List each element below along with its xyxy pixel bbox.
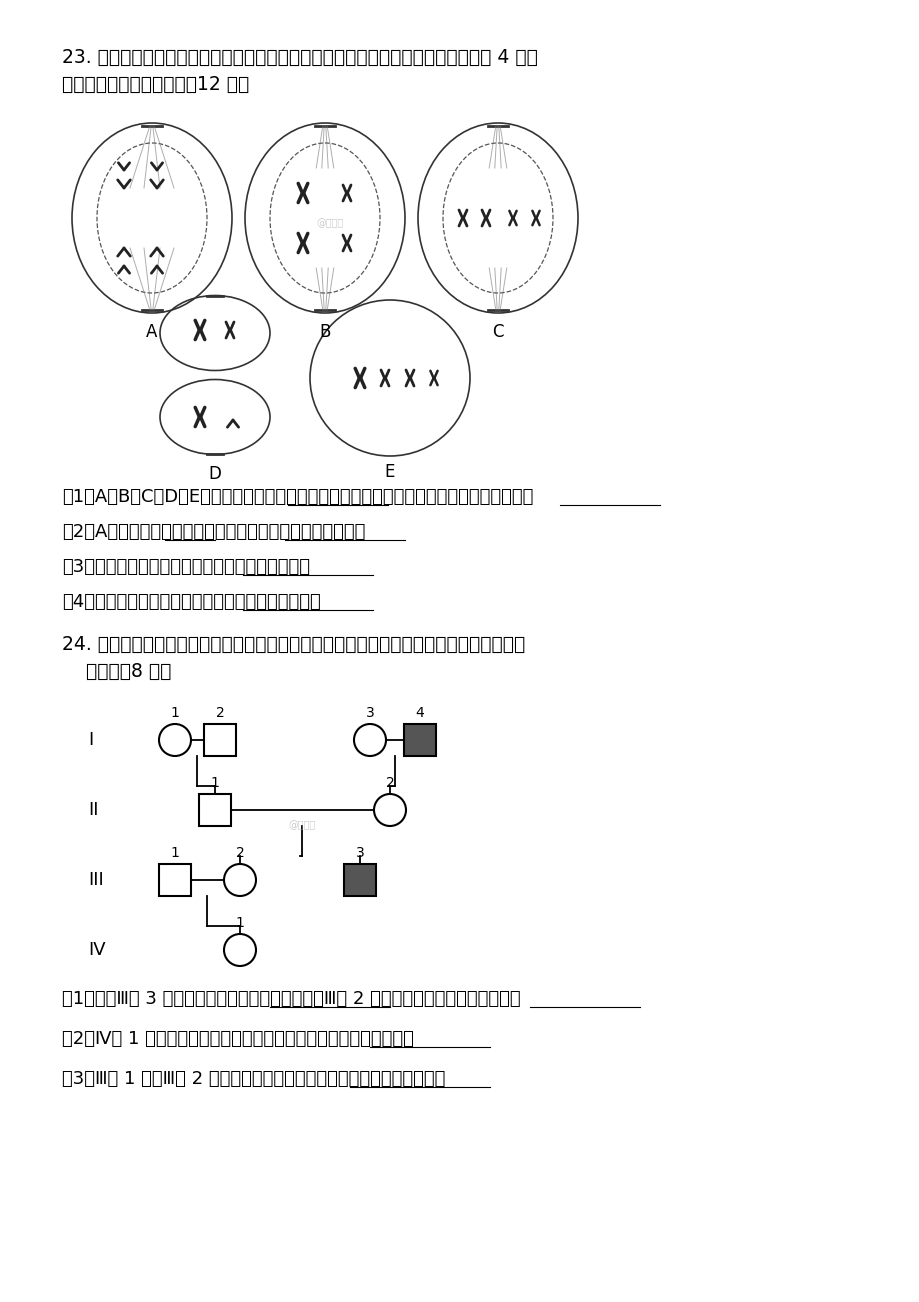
Text: （1）图中Ⅲ代 3 号的基因型是＿＿＿＿＿＿＿＿，Ⅲ代 2 号的基因型是＿＿＿＿＿＿＿。: （1）图中Ⅲ代 3 号的基因型是＿＿＿＿＿＿＿＿，Ⅲ代 2 号的基因型是＿＿＿＿… <box>62 990 520 1008</box>
Text: 2: 2 <box>385 776 394 790</box>
Text: 3: 3 <box>356 846 364 861</box>
Text: 2: 2 <box>215 706 224 720</box>
Text: @正确云: @正确云 <box>289 820 316 829</box>
Bar <box>403 724 436 756</box>
Text: 1: 1 <box>170 706 179 720</box>
Bar <box>344 865 376 896</box>
Text: （3）Ⅲ代 1 号和Ⅲ代 2 号生一个色盲孩子的可能性是＿＿＿＿＿＿＿＿。: （3）Ⅲ代 1 号和Ⅲ代 2 号生一个色盲孩子的可能性是＿＿＿＿＿＿＿＿。 <box>62 1070 445 1088</box>
Text: （3）具有同源染色体的细胞有＿＿＿＿＿＿＿＿。: （3）具有同源染色体的细胞有＿＿＿＿＿＿＿＿。 <box>62 559 310 575</box>
Text: C: C <box>492 323 504 341</box>
Text: III: III <box>88 871 104 889</box>
Bar <box>199 794 231 825</box>
Text: E: E <box>384 464 395 480</box>
Text: （4）不具有姐妹染色单体的细胞有＿＿＿＿＿＿＿。: （4）不具有姐妹染色单体的细胞有＿＿＿＿＿＿＿。 <box>62 592 321 611</box>
Text: 1: 1 <box>235 917 244 930</box>
Text: II: II <box>88 801 98 819</box>
Text: @正确云: @正确云 <box>316 217 344 228</box>
Text: 2: 2 <box>235 846 244 861</box>
Text: （2）Ⅳ代 1 号是红绿色盲基因携带者的可能性是＿＿＿＿＿＿＿＿。: （2）Ⅳ代 1 号是红绿色盲基因携带者的可能性是＿＿＿＿＿＿＿＿。 <box>62 1030 414 1048</box>
Text: 24. 下图是红绿色盲家族遗传图解。图中有阴影的人代表患者，其他人的色觉都正常。据图: 24. 下图是红绿色盲家族遗传图解。图中有阴影的人代表患者，其他人的色觉都正常。… <box>62 635 525 654</box>
Text: D: D <box>209 465 221 483</box>
Text: 1: 1 <box>210 776 220 790</box>
Text: I: I <box>88 730 93 749</box>
Text: 1: 1 <box>170 846 179 861</box>
Text: （2）A细胞有＿＿＿＿条染色体，属于＿＿＿＿＿＿＿＿期。: （2）A细胞有＿＿＿＿条染色体，属于＿＿＿＿＿＿＿＿期。 <box>62 523 365 542</box>
Bar <box>159 865 191 896</box>
Text: 色体）请回答以下问题：（12 分）: 色体）请回答以下问题：（12 分） <box>62 76 249 94</box>
Text: A: A <box>146 323 157 341</box>
Text: 23. 下图的五个细胞是某种生物不同细胞分裂的示意图，（假设该生物的体细胞只有 4 条染: 23. 下图的五个细胞是某种生物不同细胞分裂的示意图，（假设该生物的体细胞只有 … <box>62 48 538 66</box>
Text: B: B <box>319 323 330 341</box>
Bar <box>204 724 236 756</box>
Text: IV: IV <box>88 941 106 960</box>
Text: 回答：（8 分）: 回答：（8 分） <box>62 661 171 681</box>
Text: 4: 4 <box>415 706 424 720</box>
Text: （1）A、B、C、D、E中属于有丝分裂的是＿＿＿＿＿＿，属于减数分裂的是＿＿＿＿＿＿。: （1）A、B、C、D、E中属于有丝分裂的是＿＿＿＿＿＿，属于减数分裂的是＿＿＿＿… <box>62 488 533 506</box>
Text: 3: 3 <box>365 706 374 720</box>
